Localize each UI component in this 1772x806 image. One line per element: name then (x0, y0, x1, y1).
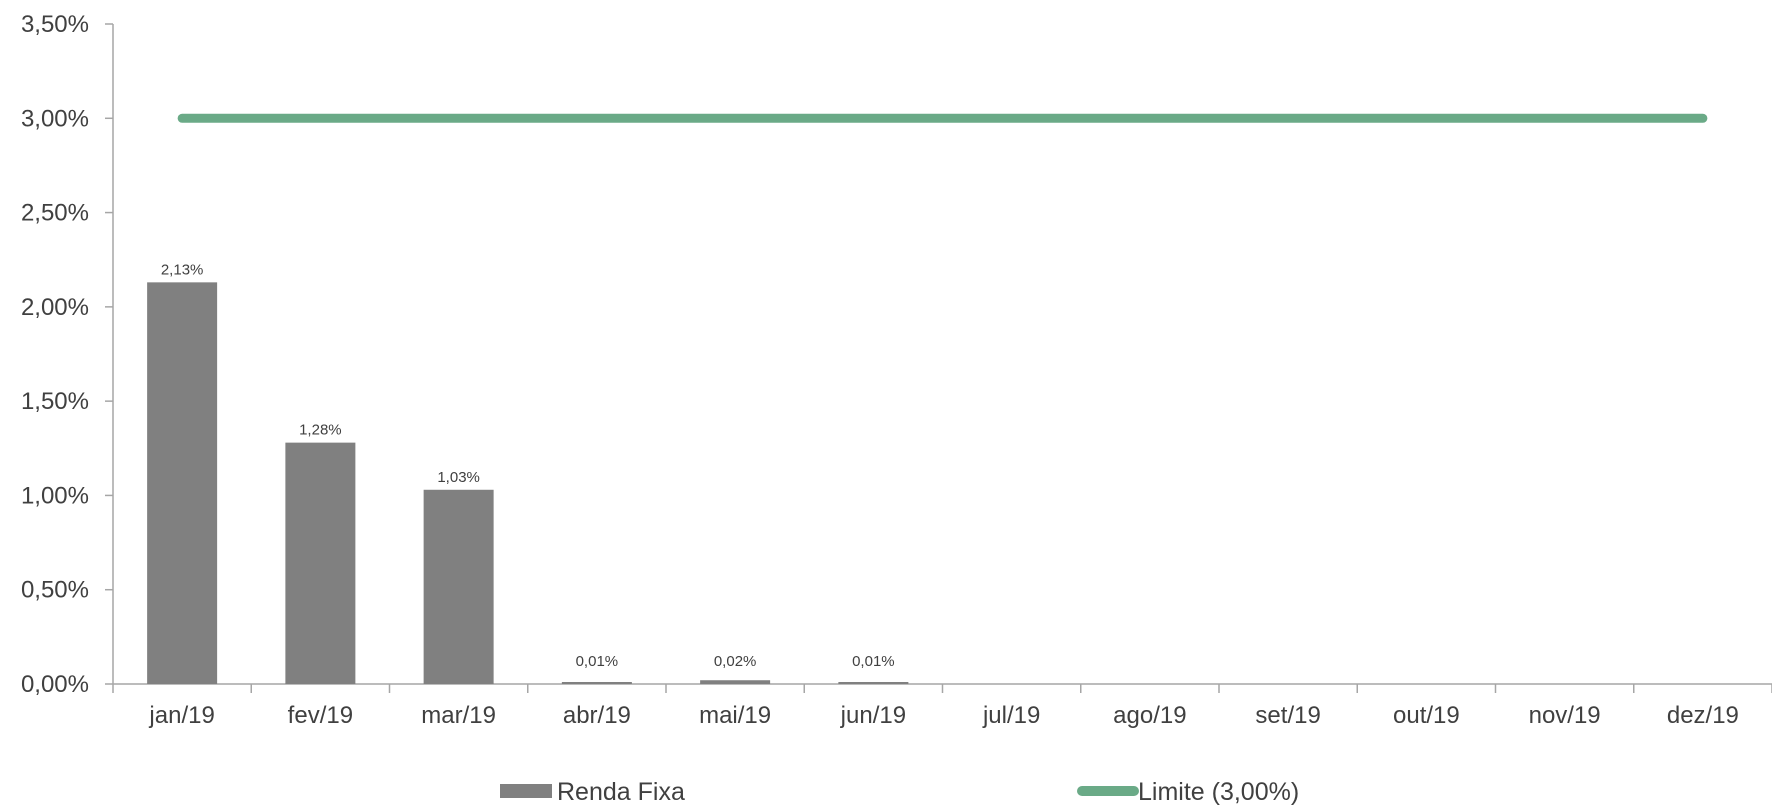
bar-data-label: 1,28% (299, 422, 342, 439)
x-tick-label: nov/19 (1529, 702, 1601, 729)
x-tick-label: jun/19 (840, 702, 906, 729)
bar (423, 489, 494, 684)
legend: Renda Fixa Limite (3,00%) (500, 778, 1299, 806)
x-tick-label: abr/19 (563, 702, 631, 729)
y-tick-label: 3,50% (21, 11, 89, 38)
y-tick-label: 0,50% (21, 577, 89, 604)
y-tick-label: 1,50% (21, 388, 89, 415)
x-axis: jan/19 fev/19 mar/19 abr/19 mai/19 jun/19 jul/… (112, 683, 1772, 729)
x-tick-label: mai/19 (699, 702, 771, 729)
bar-data-label: 0,01% (576, 653, 619, 670)
bar-data-labels: 2,13% 1,28% 1,03% 0,01% 0,02% 0,01% (161, 261, 895, 670)
bar-data-label: 1,03% (437, 469, 480, 486)
legend-swatch-renda-fixa (500, 784, 552, 798)
bar (561, 682, 632, 684)
bar-data-label: 0,02% (714, 653, 757, 670)
bar (838, 682, 909, 684)
legend-label-limite: Limite (3,00%) (1138, 778, 1299, 806)
x-tick-label: fev/19 (288, 702, 353, 729)
x-tick-label: set/19 (1255, 702, 1320, 729)
y-tick-label: 2,00% (21, 294, 89, 321)
bar (700, 680, 771, 684)
bars-renda-fixa (147, 282, 909, 684)
y-axis: 0,00% 0,50% 1,00% 1,50% 2,00% 2,50% 3,00% 3,50% (21, 11, 114, 698)
y-tick-label: 1,00% (21, 482, 89, 509)
x-tick-label: jul/19 (982, 702, 1040, 729)
x-tick-label: jan/19 (148, 702, 214, 729)
x-tick-label: out/19 (1393, 702, 1460, 729)
legend-label-renda-fixa: Renda Fixa (557, 778, 685, 806)
y-tick-label: 0,00% (21, 671, 89, 698)
y-tick-label: 3,00% (21, 105, 89, 132)
bar-data-label: 0,01% (852, 653, 895, 670)
x-tick-label: dez/19 (1667, 702, 1739, 729)
y-tick-label: 2,50% (21, 200, 89, 227)
bar-data-label: 2,13% (161, 261, 204, 278)
x-tick-label: ago/19 (1113, 702, 1186, 729)
x-tick-label: mar/19 (421, 702, 496, 729)
bar (147, 282, 218, 684)
bar (285, 442, 356, 684)
